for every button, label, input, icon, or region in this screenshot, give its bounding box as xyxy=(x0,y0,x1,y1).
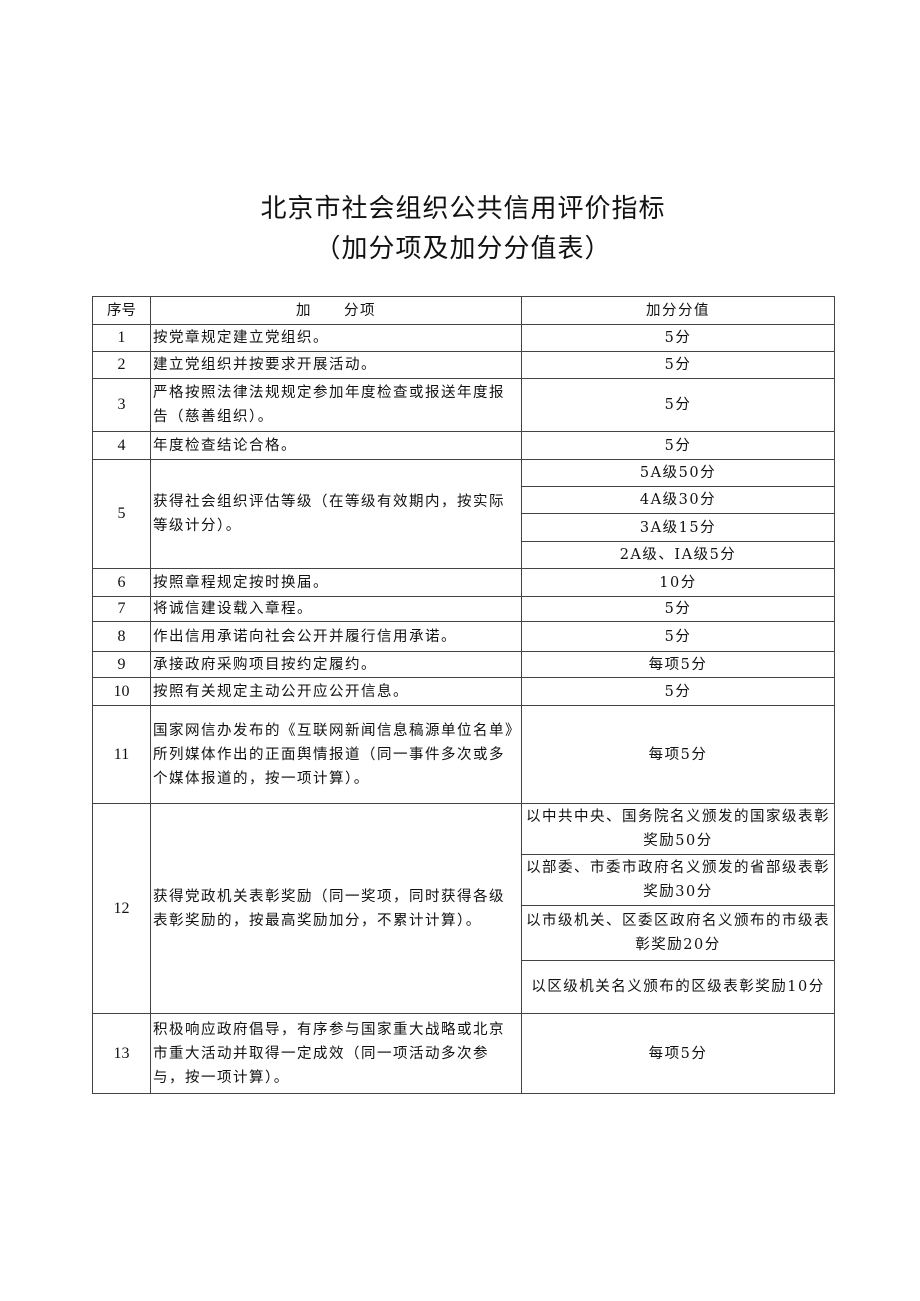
table-row: 1 按党章规定建立党组织。 5分 xyxy=(92,324,835,352)
table-header-row: 序号 加 分项 加分分值 xyxy=(92,296,835,325)
serial-number-cell: 10 xyxy=(92,677,151,706)
bonus-value-cell: 每项5分 xyxy=(521,1013,835,1094)
serial-number-cell: 5 xyxy=(92,459,151,569)
bonus-item-cell: 严格按照法律法规规定参加年度检查或报送年度报告（慈善组织）。 xyxy=(150,378,522,432)
table-row: 10 按照有关规定主动公开应公开信息。 5分 xyxy=(92,677,835,706)
bonus-value-cell: 5分 xyxy=(521,324,835,352)
table-row: 6 按照章程规定按时换届。 10分 xyxy=(92,568,835,597)
table-row: 3A级15分 xyxy=(93,513,835,542)
bonus-value-cell: 以部委、市委市政府名义颁发的省部级表彰奖励30分 xyxy=(521,854,835,906)
table-row: 3 严格按照法律法规规定参加年度检查或报送年度报告（慈善组织）。 5分 xyxy=(92,378,835,432)
table-row: 4A级30分 xyxy=(93,486,835,514)
bonus-value-cell: 5分 xyxy=(521,677,835,706)
bonus-value-cell: 以区级机关名义颁布的区级表彰奖励10分 xyxy=(521,960,835,1014)
table-row: 4 年度检查结论合格。 5分 xyxy=(92,431,835,460)
serial-number-cell: 1 xyxy=(92,324,151,352)
bonus-item-cell: 按照章程规定按时换届。 xyxy=(150,568,522,597)
table-row: 12 获得党政机关表彰奖励（同一奖项，同时获得各级表彰奖励的，按最高奖励加分，不累… xyxy=(92,803,835,1014)
bonus-item-cell: 承接政府采购项目按约定履约。 xyxy=(150,651,522,678)
bonus-value-cell: 每项5分 xyxy=(521,705,835,804)
header-bonus-item: 加 分项 xyxy=(150,296,522,325)
table-row: 8 作出信用承诺向社会公开并履行信用承诺。 5分 xyxy=(92,621,835,652)
table-row: 以市级机关、区委区政府名义颁布的市级表彰奖励20分 xyxy=(93,905,835,961)
serial-number-cell: 12 xyxy=(92,803,151,1014)
bonus-value-cell: 4A级30分 xyxy=(521,486,835,514)
bonus-value-cell: 5分 xyxy=(521,621,835,652)
serial-number-cell: 13 xyxy=(92,1013,151,1094)
bonus-value-cell: 10分 xyxy=(521,568,835,597)
bonus-value-cell: 5分 xyxy=(521,596,835,622)
bonus-item-cell: 按党章规定建立党组织。 xyxy=(150,324,522,352)
table-row: 2 建立党组织并按要求开展活动。 5分 xyxy=(92,351,835,379)
bonus-value-cell: 2A级、IA级5分 xyxy=(521,541,835,569)
serial-number-cell: 4 xyxy=(92,431,151,460)
bonus-value-cell: 以市级机关、区委区政府名义颁布的市级表彰奖励20分 xyxy=(521,905,835,961)
bonus-value-cell: 5分 xyxy=(521,351,835,379)
table-row: 9 承接政府采购项目按约定履约。 每项5分 xyxy=(92,651,835,678)
bonus-item-cell: 作出信用承诺向社会公开并履行信用承诺。 xyxy=(150,621,522,652)
serial-number-cell: 6 xyxy=(92,568,151,597)
bonus-value-cell: 5分 xyxy=(521,378,835,432)
bonus-points-table: 序号 加 分项 加分分值 1 按党章规定建立党组织。 5分 2 建立党组织并按要求开展活… xyxy=(92,296,835,1094)
bonus-item-cell: 将诚信建设载入章程。 xyxy=(150,596,522,622)
table-row: 5 获得社会组织评估等级（在等级有效期内，按实际等级计分）。 5A级50分 xyxy=(92,459,835,569)
serial-number-cell: 2 xyxy=(92,351,151,379)
bonus-value-cell: 5分 xyxy=(521,431,835,460)
table-row: 7 将诚信建设载入章程。 5分 xyxy=(92,596,835,622)
table-row: 以区级机关名义颁布的区级表彰奖励10分 xyxy=(93,960,835,1014)
table-row: 13 积极响应政府倡导，有序参与国家重大战略或北京市重大活动并取得一定成效（同一项… xyxy=(92,1013,835,1094)
bonus-item-cell: 年度检查结论合格。 xyxy=(150,431,522,460)
serial-number-cell: 7 xyxy=(92,596,151,622)
bonus-item-cell: 按照有关规定主动公开应公开信息。 xyxy=(150,677,522,706)
serial-number-cell: 11 xyxy=(92,705,151,804)
bonus-item-cell: 获得党政机关表彰奖励（同一奖项，同时获得各级表彰奖励的，按最高奖励加分，不累计计… xyxy=(150,803,522,1014)
serial-number-cell: 8 xyxy=(92,621,151,652)
serial-number-cell: 3 xyxy=(92,378,151,432)
bonus-value-cell: 3A级15分 xyxy=(521,513,835,542)
table-row: 以部委、市委市政府名义颁发的省部级表彰奖励30分 xyxy=(93,854,835,906)
table-row: 11 国家网信办发布的《互联网新闻信息稿源单位名单》所列媒体作出的正面舆情报道（同… xyxy=(92,705,835,804)
bonus-item-cell: 国家网信办发布的《互联网新闻信息稿源单位名单》所列媒体作出的正面舆情报道（同一事… xyxy=(150,705,522,804)
header-bonus-value: 加分分值 xyxy=(521,296,835,325)
header-serial-number: 序号 xyxy=(92,296,151,325)
serial-number-cell: 9 xyxy=(92,651,151,678)
bonus-value-cell: 5A级50分 xyxy=(521,459,835,487)
bonus-value-cell: 每项5分 xyxy=(521,651,835,678)
bonus-value-cell: 以中共中央、国务院名义颁发的国家级表彰奖励50分 xyxy=(521,803,835,855)
document-title: 北京市社会组织公共信用评价指标 xyxy=(260,194,666,224)
document-subtitle: （加分项及加分分值表） xyxy=(314,234,612,264)
bonus-item-cell: 获得社会组织评估等级（在等级有效期内，按实际等级计分）。 xyxy=(150,459,522,569)
bonus-item-cell: 建立党组织并按要求开展活动。 xyxy=(150,351,522,379)
bonus-item-cell: 积极响应政府倡导，有序参与国家重大战略或北京市重大活动并取得一定成效（同一项活动… xyxy=(150,1013,522,1094)
